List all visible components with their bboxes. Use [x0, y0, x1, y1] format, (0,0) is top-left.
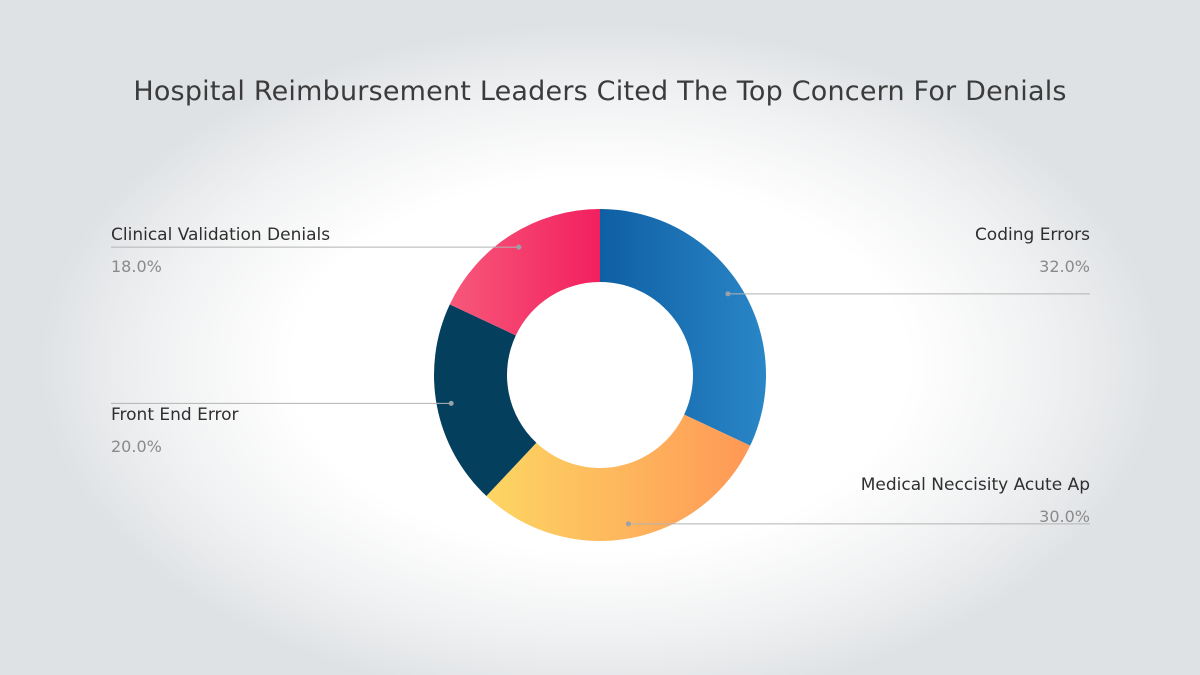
value-label-front-end-error: 20.0%	[111, 437, 162, 456]
leader-dot-clinical-validation	[516, 244, 522, 250]
legend-label-front-end-error: Front End Error	[111, 405, 239, 425]
slice-coding-errors	[600, 209, 766, 446]
legend-label-medical-necessity: Medical Neccisity Acute Ap	[860, 475, 1090, 495]
chart-title: Hospital Reimbursement Leaders Cited The…	[133, 76, 1067, 107]
slice-front-end-error	[433, 304, 537, 497]
legend-label-coding-errors: Coding Errors	[974, 225, 1090, 245]
value-label-clinical-validation: 18.0%	[111, 257, 162, 276]
slice-clinical-validation	[449, 209, 600, 336]
leader-dot-coding-errors	[725, 291, 731, 297]
leader-dot-front-end-error	[448, 400, 454, 406]
value-label-coding-errors: 32.0%	[1039, 257, 1090, 276]
leader-dot-medical-necessity	[625, 521, 631, 527]
value-label-medical-necessity: 30.0%	[1039, 507, 1090, 526]
slice-medical-necessity	[486, 414, 751, 541]
legend-label-clinical-validation: Clinical Validation Denials	[111, 225, 331, 245]
